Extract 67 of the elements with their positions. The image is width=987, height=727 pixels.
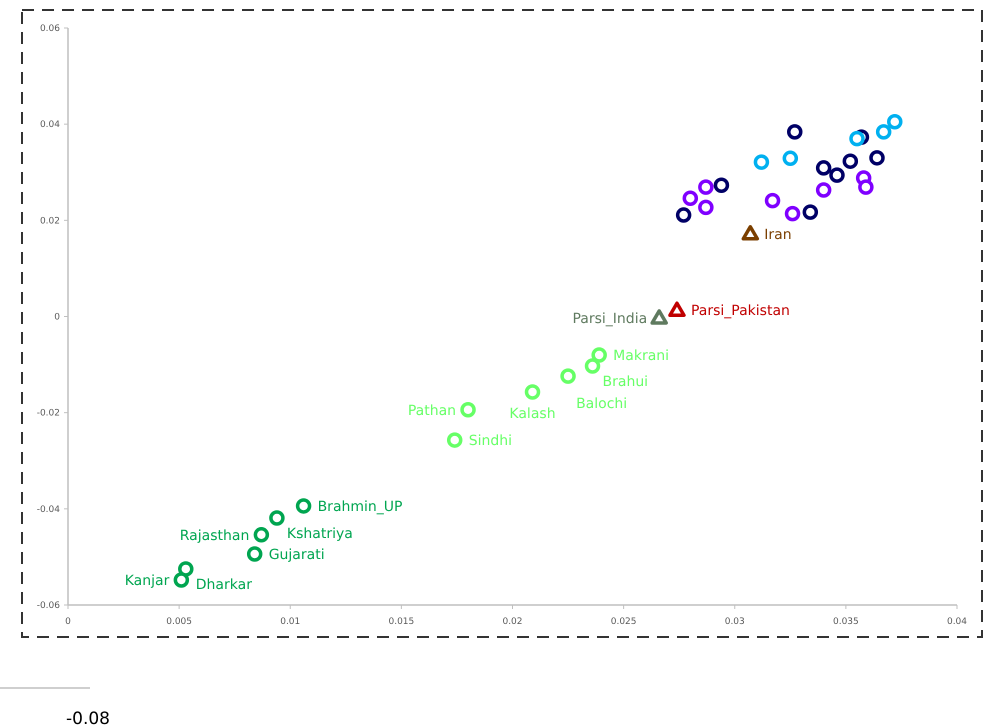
point	[650, 309, 668, 325]
point	[584, 358, 600, 374]
y-tick-label: -0.02	[36, 408, 60, 419]
x-tick-label: 0.04	[946, 617, 968, 627]
point	[254, 527, 270, 543]
series-label: Pathan	[408, 402, 456, 419]
series-label: Dharkar	[196, 576, 252, 593]
point	[668, 302, 686, 317]
x-tick-label: 0.025	[610, 617, 637, 627]
series-label: Gujarati	[268, 547, 325, 564]
point	[698, 200, 714, 216]
point	[849, 130, 865, 146]
series-label: Balochi	[576, 396, 628, 412]
y-tick-label: 0	[54, 312, 60, 322]
point	[887, 114, 903, 130]
point	[524, 384, 540, 400]
x-tick-label: 0.01	[280, 617, 300, 627]
point	[842, 153, 858, 169]
point	[829, 167, 845, 183]
x-tick-label: 0.035	[832, 617, 859, 627]
series-label: Parsi_Pakistan	[690, 303, 790, 320]
point	[764, 192, 780, 208]
point	[816, 182, 832, 198]
point	[802, 204, 818, 220]
x-tick-label: 0.03	[724, 617, 745, 627]
series-label: Kalash	[509, 406, 556, 422]
point	[446, 432, 462, 448]
point	[296, 498, 312, 514]
y-tick-label: 0.04	[40, 120, 60, 130]
series-label: Brahmin_UP	[318, 498, 402, 515]
series-label: Brahui	[602, 374, 648, 390]
point	[178, 561, 194, 577]
point	[876, 124, 892, 140]
point	[682, 190, 698, 206]
point	[784, 206, 800, 222]
point	[869, 150, 885, 166]
series-label: Kshatriya	[286, 526, 353, 542]
point	[787, 124, 803, 140]
x-tick-label: 0.005	[166, 617, 192, 627]
point	[560, 368, 576, 384]
point	[591, 347, 607, 363]
y-tick-label: -0.06	[36, 601, 60, 611]
series-label: Rajasthan	[180, 528, 250, 544]
series-label: Parsi_India	[572, 310, 648, 327]
point	[742, 225, 760, 241]
point	[698, 179, 714, 195]
point	[174, 572, 190, 588]
point	[754, 154, 770, 170]
point	[714, 177, 730, 193]
text: -0.08	[66, 709, 110, 727]
x-tick-label: 0.02	[502, 617, 523, 627]
x-tick-label: 0	[65, 617, 72, 627]
point	[460, 402, 476, 418]
y-tick-label: 0.02	[40, 216, 60, 226]
y-tick-label: 0.06	[40, 24, 60, 34]
point	[246, 546, 262, 562]
series-label: Iran	[764, 226, 792, 243]
point	[782, 150, 798, 166]
point	[858, 179, 874, 195]
y-tick-label: -0.04	[36, 504, 60, 515]
point	[816, 160, 832, 176]
series-label: Kanjar	[124, 572, 170, 589]
series-label: Makrani	[613, 348, 670, 364]
point	[676, 207, 692, 223]
point	[269, 510, 285, 526]
x-tick-label: 0.015	[388, 617, 414, 627]
series-label: Sindhi	[468, 433, 512, 450]
